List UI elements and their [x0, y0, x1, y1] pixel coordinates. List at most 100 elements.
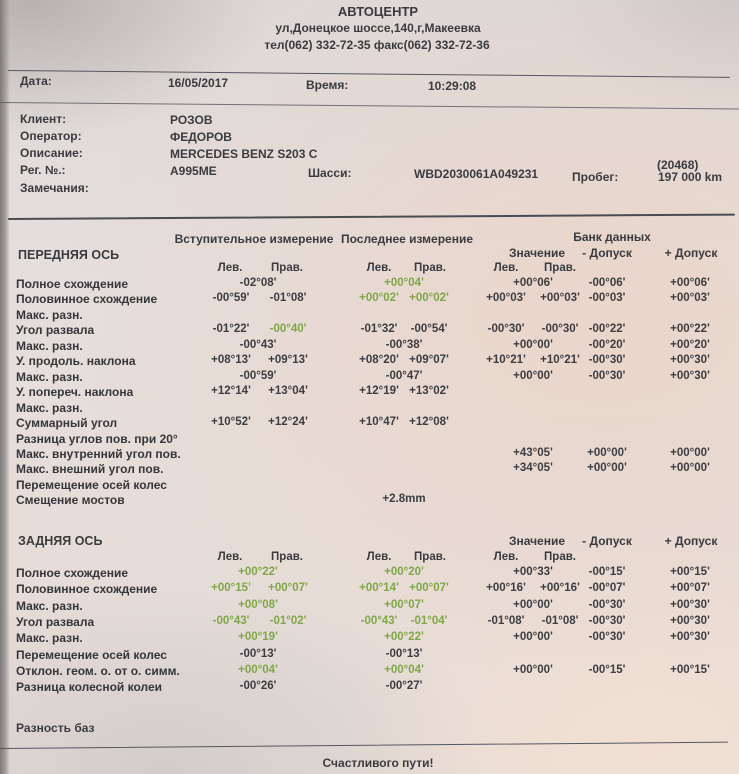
measurement-value: +00°19'	[238, 631, 278, 644]
measurement-value: +00°04'	[238, 663, 278, 676]
row-label: Полное схождение	[16, 277, 129, 291]
col-right: Прав.	[271, 551, 303, 563]
measurement-value: +00°00'	[513, 338, 553, 351]
measurement-value: +00°30'	[670, 598, 710, 611]
measurement-value: +12°24'	[268, 416, 308, 429]
measurement-value: +00°15'	[211, 582, 251, 595]
measurement-value: +00°06'	[513, 277, 553, 289]
measurement-value: -00°59'	[212, 292, 250, 305]
row-label: Смещение мостов	[16, 493, 125, 508]
table-row: Угол развала -00°43' -01°02' -00°43' -01°04'…	[0, 615, 739, 631]
table-row: Суммарный угол +10°52' +12°24' +10°47' +12°0…	[0, 416, 739, 432]
table-row: Макс. разн. -00°43' -00°38' +00°00' -00°20' +…	[0, 339, 739, 355]
table-row: Отклон. геом. о. от о. симм. +00°04' +00°0…	[0, 664, 739, 680]
col-left: Лев.	[493, 551, 519, 563]
measurement-value: +00°00'	[513, 369, 553, 382]
col-left: Лев.	[493, 262, 519, 274]
measurement-value: -00°20'	[588, 338, 626, 351]
measurement-value: +00°07'	[384, 598, 424, 611]
row-label: Макс. разн.	[16, 400, 83, 415]
measurement-value: +00°14'	[359, 582, 399, 595]
rear-axle-title: ЗАДНЯЯ ОСЬ	[18, 534, 103, 548]
measurement-value: -00°30'	[588, 614, 626, 627]
measurement-value: -01°32'	[360, 323, 398, 336]
measurement-value: +10°21'	[540, 354, 580, 367]
measurement-value: -00°13'	[385, 647, 423, 660]
col-left: Лев.	[217, 262, 243, 274]
measurement-value: -00°30'	[588, 369, 626, 382]
description-value: MERCEDES BENZ S203 C	[170, 147, 318, 161]
table-row: Макс. разн. +00°19' +00°22' +00°00' -00°30' +…	[0, 631, 739, 647]
row-label: Отклон. геом. о. от о. симм.	[16, 663, 180, 678]
measurement-value: +00°00'	[513, 598, 553, 611]
measurement-value: +00°02'	[359, 292, 399, 305]
measurement-value: +00°07'	[268, 582, 308, 595]
description-code: (20468)	[657, 158, 699, 172]
measurement-value: +34°05'	[513, 462, 553, 475]
row-label: Угол развала	[16, 323, 95, 338]
date-value: 16/05/2017	[168, 76, 229, 90]
measurement-value: +00°16'	[540, 582, 580, 595]
time-value: 10:29:08	[428, 79, 477, 93]
measurement-value: +09°13'	[268, 354, 308, 367]
measurement-value: +00°30'	[670, 614, 710, 627]
measurement-value: +00°07'	[409, 582, 449, 595]
col-right: Прав.	[544, 262, 576, 274]
measurement-value: +00°00'	[670, 446, 710, 459]
notes-label: Замечания:	[20, 181, 89, 195]
measurement-value: -00°27'	[385, 680, 423, 693]
measurement-value: +00°03'	[670, 292, 710, 305]
table-row: Макс. разн.	[0, 401, 739, 417]
measurement-value: -00°30'	[541, 323, 579, 336]
row-label: Перемещение осей колес	[16, 647, 167, 662]
measurement-value: +00°22'	[384, 631, 424, 644]
measurement-value: +12°19'	[359, 385, 399, 398]
measurement-value: -00°30'	[588, 598, 626, 611]
separator-line	[7, 213, 735, 220]
measurement-value: +00°03'	[540, 292, 580, 305]
measurement-value: +00°00'	[513, 663, 553, 676]
col-left: Лев.	[366, 262, 392, 274]
measurement-value: +08°13'	[211, 354, 251, 367]
measurement-value: -01°08'	[541, 614, 579, 627]
row-label: Перемещение осей колес	[16, 477, 167, 492]
table-row: Половинное схождение -00°59' -01°08' +00°02…	[0, 292, 739, 308]
time-label: Время:	[306, 78, 349, 92]
measurement-value: +00°33'	[513, 566, 553, 578]
measurement-value: +13°04'	[268, 385, 308, 398]
table-row: Перемещение осей колес -00°13' -00°13'	[0, 648, 739, 664]
measurement-value: +00°08'	[238, 598, 278, 611]
row-label: Угол развала	[16, 614, 95, 629]
mileage-label: Пробег:	[572, 170, 619, 184]
measurement-value: +00°00'	[670, 462, 710, 475]
col-minus-tol: - Допуск	[582, 534, 632, 548]
measurement-value: +10°47'	[359, 416, 399, 429]
col-value: Значение	[508, 534, 566, 548]
row-label: Разница углов пов. при 20°	[16, 431, 178, 446]
chassis-value: WBD2030061A049231	[414, 167, 539, 181]
table-row: Смещение мостов +2.8mm	[0, 493, 739, 509]
table-row: Перемещение осей колес	[0, 478, 739, 494]
col-value: Значение	[508, 246, 566, 260]
row-label: Макс. разн.	[16, 338, 83, 353]
col-right: Прав.	[544, 551, 576, 563]
measurement-value: +00°20'	[670, 338, 710, 351]
measurement-value: -00°43'	[239, 338, 277, 351]
row-label: Макс. разн.	[16, 369, 83, 384]
measurement-value: -01°08'	[269, 292, 307, 305]
col-left: Лев.	[217, 551, 243, 563]
measurement-value: -00°54'	[410, 323, 448, 336]
measurement-value: -00°03'	[588, 292, 626, 305]
measurement-value: +43°05'	[513, 446, 553, 459]
shop-phone-fax: тел(062) 332-72-35 факс(062) 332-72-36	[264, 38, 490, 52]
table-row: Макс. разн. +00°08' +00°07' +00°00' -00°30' +…	[0, 599, 739, 615]
chassis-label: Шасси:	[308, 166, 352, 180]
measurement-value: +00°22'	[670, 323, 710, 336]
row-label: Макс. внутренний угол пов.	[16, 446, 181, 461]
table-row: Макс. разн. -00°59' -00°47' +00°00' -00°30' +…	[0, 370, 739, 386]
table-row: Макс. внешний угол пов. +34°05' +00°00' +00…	[0, 462, 739, 478]
measurement-value: -00°40'	[269, 323, 307, 336]
measurement-value: +00°04'	[384, 663, 424, 676]
row-label: Половинное схождение	[16, 582, 158, 597]
measurement-value: -00°07'	[588, 582, 626, 595]
